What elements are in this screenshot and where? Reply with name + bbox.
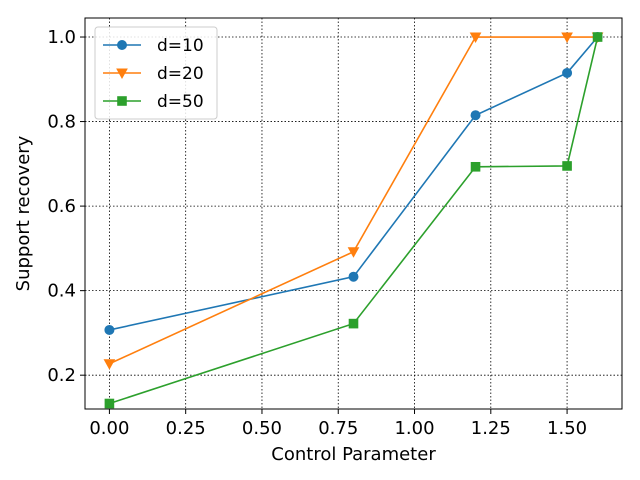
axis-ticks: 0.00 0.25 0.50 0.75 1.00 1.25 1.50 0.2 0.4 0.6 0.8… bbox=[47, 27, 587, 439]
legend-item: d=10 bbox=[103, 36, 204, 56]
legend-label: d=50 bbox=[157, 92, 204, 112]
data-point bbox=[592, 32, 603, 42]
data-point bbox=[562, 161, 572, 171]
x-tick-label: 1.25 bbox=[471, 418, 511, 439]
data-point bbox=[103, 359, 116, 370]
data-point bbox=[561, 32, 573, 44]
x-tick-label: 1.50 bbox=[547, 418, 587, 439]
data-point bbox=[348, 271, 359, 282]
legend-item: d=50 bbox=[103, 92, 204, 112]
legend-marker bbox=[117, 96, 127, 106]
x-tick-label: 0.75 bbox=[318, 418, 358, 439]
x-tick-label: 0.25 bbox=[166, 418, 206, 439]
y-tick-label: 0.4 bbox=[47, 281, 76, 302]
legend-label: d=10 bbox=[157, 36, 204, 56]
x-tick-label: 1.00 bbox=[394, 418, 434, 439]
data-point bbox=[104, 324, 115, 335]
y-tick-label: 1.0 bbox=[47, 27, 76, 48]
legend: d=10 d=20 d=50 bbox=[94, 26, 218, 120]
plot-frame bbox=[84, 17, 623, 410]
legend-box bbox=[94, 26, 218, 120]
series-lines bbox=[103, 32, 604, 409]
y-axis-label: Support recovery bbox=[13, 135, 34, 291]
legend-item: d=20 bbox=[103, 64, 204, 84]
data-point bbox=[348, 318, 359, 329]
data-point bbox=[347, 247, 360, 258]
x-axis-label: Control Parameter bbox=[271, 444, 436, 465]
y-tick-label: 0.6 bbox=[47, 196, 76, 217]
data-point bbox=[469, 32, 482, 44]
x-tick-label: 0.00 bbox=[89, 418, 129, 439]
series-d=50 bbox=[104, 32, 603, 409]
y-tick-label: 0.2 bbox=[47, 365, 76, 386]
data-point bbox=[562, 67, 573, 78]
data-point bbox=[470, 161, 481, 172]
data-point bbox=[104, 398, 115, 409]
x-tick-label: 0.50 bbox=[242, 418, 282, 439]
legend-marker bbox=[116, 68, 128, 80]
data-point bbox=[470, 110, 481, 121]
y-tick-label: 0.8 bbox=[47, 112, 76, 133]
series-d=10 bbox=[104, 32, 603, 335]
legend-label: d=20 bbox=[157, 64, 204, 84]
grid bbox=[85, 18, 622, 409]
legend-marker bbox=[117, 40, 127, 50]
